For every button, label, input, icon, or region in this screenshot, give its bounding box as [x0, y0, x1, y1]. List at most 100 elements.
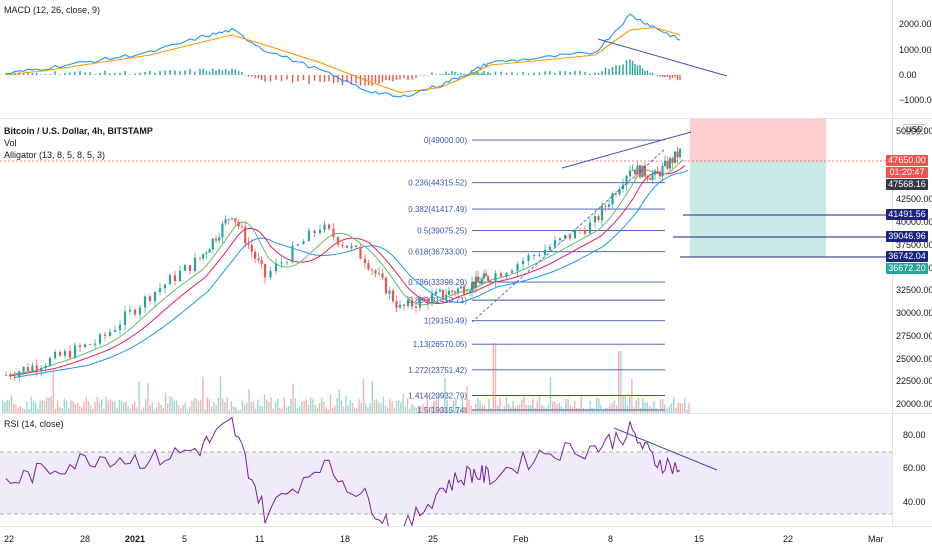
time-label: 5: [182, 534, 188, 544]
macd-histogram-bar: [22, 73, 25, 75]
volume-bar: [413, 405, 415, 413]
alligator-jaw: [13, 169, 689, 379]
candle-body: [488, 280, 492, 283]
rsi-legend: RSI (14, close): [4, 419, 64, 429]
volume-bar: [307, 404, 310, 413]
macd-histogram-bar: [202, 68, 204, 75]
candle-body: [470, 282, 474, 291]
volume-bar: [241, 400, 244, 413]
volume-bar: [112, 401, 114, 413]
volume-bar: [19, 406, 21, 413]
volume-bar: [486, 409, 488, 413]
candle-body: [291, 245, 294, 263]
volume-bar: [464, 407, 466, 413]
volume-bar: [442, 407, 444, 413]
candle-body: [359, 246, 362, 259]
price-badge: 36742.04: [886, 251, 928, 262]
volume-bar: [501, 409, 503, 413]
volume-bar: [263, 394, 266, 413]
macd-histogram-bar: [94, 74, 96, 75]
volume-bar: [32, 401, 35, 413]
volume-bar: [70, 400, 72, 413]
candle-body: [614, 193, 618, 195]
volume-bar: [26, 401, 28, 413]
candle-body: [381, 273, 384, 278]
candle-body: [48, 358, 52, 366]
volume-bar: [428, 407, 431, 413]
macd-histogram-bar: [538, 72, 541, 75]
volume-bar: [239, 409, 241, 413]
volume-bar: [107, 400, 109, 413]
macd-histogram-bar: [5, 73, 7, 75]
volume-bar: [24, 409, 26, 413]
macd-chart[interactable]: [0, 0, 932, 118]
volume-bar: [433, 400, 435, 413]
volume-bar: [321, 398, 323, 413]
volume-bar: [688, 403, 690, 413]
volume-bar: [303, 400, 305, 413]
volume-bar: [659, 399, 662, 413]
candle-body: [138, 307, 142, 315]
volume-bar: [305, 399, 307, 413]
macd-histogram-bar: [664, 75, 666, 78]
volume-bar: [50, 396, 52, 413]
macd-histogram-bar: [332, 75, 335, 84]
price-pane: 0(49000.00) 0.236(44315.52) 0.382(41417.49…: [0, 119, 932, 413]
candle-body: [18, 371, 21, 378]
volume-bar: [666, 408, 668, 413]
volume-bar: [248, 388, 250, 413]
volume-bar: [103, 408, 105, 413]
volume-bar: [679, 403, 681, 413]
fib-level-label: 1.5(19315.74): [417, 406, 467, 413]
volume-bar: [541, 404, 543, 413]
price-tick: 25000.00: [896, 353, 932, 364]
volume-bar: [94, 401, 96, 413]
volume-bar: [127, 405, 129, 413]
macd-histogram-bar: [611, 66, 614, 75]
volume-bar: [426, 396, 428, 413]
macd-histogram-bar: [184, 70, 186, 75]
candle-body: [668, 158, 672, 169]
candle-body: [158, 288, 162, 292]
rsi-chart[interactable]: [0, 414, 892, 526]
volume-bar: [261, 406, 263, 413]
candle-body: [631, 169, 634, 171]
macd-histogram-bar: [481, 72, 483, 75]
macd-histogram-bar: [109, 73, 111, 75]
volume-bar: [411, 404, 413, 413]
volume-bar: [268, 401, 270, 413]
volume-bar: [37, 409, 39, 413]
macd-histogram-bar: [415, 75, 417, 78]
currency-label[interactable]: USD: [903, 124, 926, 135]
volume-bar: [455, 398, 457, 413]
volume-bar: [197, 401, 200, 413]
volume-bar: [345, 396, 347, 413]
macd-histogram-bar: [641, 68, 644, 75]
candle-body: [643, 165, 647, 177]
candle-body: [414, 306, 418, 308]
volume-bar: [549, 377, 552, 413]
macd-histogram-bar: [237, 70, 240, 75]
volume-bar: [175, 400, 178, 413]
candle-body: [472, 282, 476, 289]
volume-bar: [369, 403, 371, 413]
volume-bar: [459, 409, 461, 413]
candle-body: [648, 178, 652, 180]
volume-bar: [560, 406, 563, 413]
candle-body: [230, 218, 234, 220]
macd-histogram-bar: [431, 72, 433, 75]
candle-body: [237, 221, 240, 227]
fib-level-label: 1.272(23751.42): [408, 366, 467, 375]
candle-body: [573, 230, 577, 239]
volume-bar: [653, 400, 655, 413]
macd-histogram-bar: [584, 71, 586, 75]
candle-body: [98, 334, 102, 344]
macd-histogram-bar: [89, 72, 91, 75]
candle-body: [678, 149, 682, 158]
fib-diagonal: [471, 148, 666, 323]
volume-bar: [202, 376, 204, 413]
macd-histogram-bar: [477, 70, 479, 75]
candle-body: [430, 294, 434, 304]
price-chart[interactable]: 0(49000.00) 0.236(44315.52) 0.382(41417.49…: [0, 119, 892, 413]
volume-bar: [21, 408, 24, 413]
